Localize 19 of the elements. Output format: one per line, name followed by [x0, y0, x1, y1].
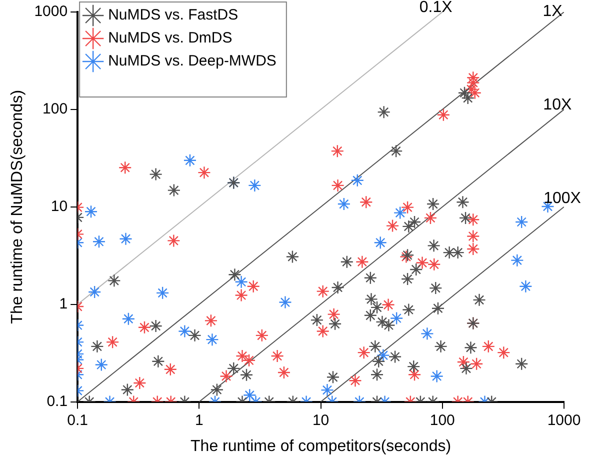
y-tick-label: 100: [42, 100, 68, 118]
series-label: 0.1X: [419, 0, 453, 16]
x-axis-title: The runtime of competitors(seconds): [190, 438, 452, 455]
x-tick-label: 1000: [547, 412, 581, 429]
y-tick-label: 0.1: [46, 392, 68, 410]
x-tick-label: 100: [430, 412, 455, 429]
legend-label: NuMDS vs. Deep-MWDS: [108, 52, 276, 70]
series-label: 100X: [544, 190, 582, 208]
series-label: 1X: [542, 3, 563, 20]
series-label: 10X: [543, 96, 572, 114]
y-tick-label: 1: [59, 295, 68, 312]
x-tick-label: 1: [195, 412, 204, 429]
x-tick-label: 0.1: [67, 412, 88, 429]
y-tick-label: 10: [50, 198, 68, 216]
y-tick-label: 1000: [34, 3, 68, 20]
legend-label: NuMDS vs. DmDS: [108, 30, 232, 47]
x-tick-label: 10: [312, 412, 330, 429]
y-axis-title: The runtime of NuMDS(seconds): [9, 90, 26, 324]
legend-label: NuMDS vs. FastDS: [108, 6, 238, 24]
